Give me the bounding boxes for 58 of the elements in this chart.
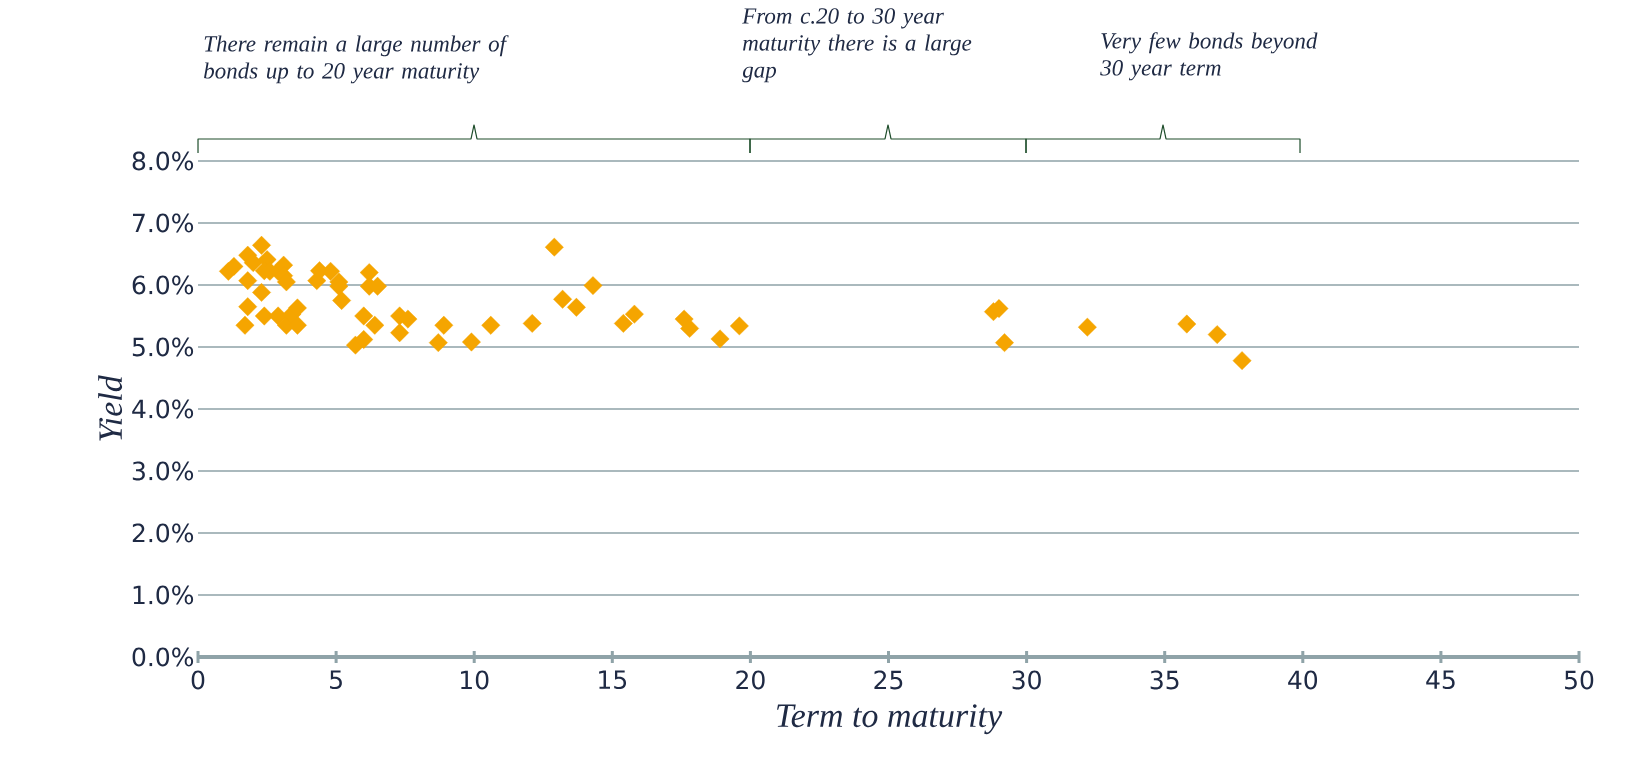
x-tick-label: 5 xyxy=(330,670,342,690)
point xyxy=(613,314,633,333)
point xyxy=(625,304,644,324)
y-axis-title: Yield xyxy=(98,375,123,441)
point xyxy=(553,289,572,309)
y-tick-label: 4.0% xyxy=(132,399,194,419)
point xyxy=(288,298,307,318)
point xyxy=(428,333,448,353)
x-tick-label: 25 xyxy=(874,670,903,690)
x-tick-label: 0 xyxy=(191,670,205,690)
point xyxy=(462,332,481,352)
x-tick-label: 35 xyxy=(1150,670,1179,690)
y-tick-label: 7.0% xyxy=(133,213,194,233)
point xyxy=(359,263,379,282)
point xyxy=(680,319,700,338)
point xyxy=(235,315,255,335)
point xyxy=(321,261,340,281)
point xyxy=(252,235,271,255)
point xyxy=(522,314,542,333)
x-tick-label: 45 xyxy=(1426,670,1455,690)
y-tick-label: 8.0% xyxy=(132,151,194,171)
point xyxy=(1207,325,1227,344)
point xyxy=(238,271,258,291)
point xyxy=(332,291,352,310)
point xyxy=(390,323,410,343)
x-tick-label: 15 xyxy=(599,670,627,690)
point xyxy=(224,257,244,276)
point xyxy=(354,306,374,326)
x-axis-title: Term to maturity xyxy=(777,704,1003,735)
point xyxy=(238,297,258,317)
x-tick-label: 30 xyxy=(1012,670,1041,690)
y-tick-label: 3.0% xyxy=(132,461,194,481)
point xyxy=(434,315,454,335)
text: Very few bonds beyond 30 year term xyxy=(1100,32,1318,81)
point xyxy=(1077,317,1097,337)
text: From c.20 to 30 year maturity there is a large gap xyxy=(742,8,972,83)
x-tick-label: 20 xyxy=(736,670,765,690)
y-tick-label: 0.0% xyxy=(132,647,194,667)
point xyxy=(567,297,586,317)
y-tick-label: 1.0% xyxy=(133,585,194,605)
text: There remain a large number of bonds up to 20 year maturity xyxy=(204,35,509,84)
point xyxy=(1177,314,1197,334)
y-tick-label: 5.0% xyxy=(132,337,194,357)
point xyxy=(710,329,730,349)
point xyxy=(354,330,374,349)
point xyxy=(365,315,385,335)
point xyxy=(583,276,603,295)
x-tick-label: 50 xyxy=(1565,670,1594,690)
x-tick-label: 10 xyxy=(461,670,489,690)
point xyxy=(481,315,501,335)
x-tick-label: 40 xyxy=(1288,670,1318,690)
point xyxy=(252,283,271,302)
point xyxy=(1232,351,1252,371)
point xyxy=(995,333,1014,353)
point xyxy=(544,237,564,257)
y-tick-label: 2.0% xyxy=(132,523,194,543)
point xyxy=(729,316,749,336)
y-tick-label: 6.0% xyxy=(132,275,194,295)
